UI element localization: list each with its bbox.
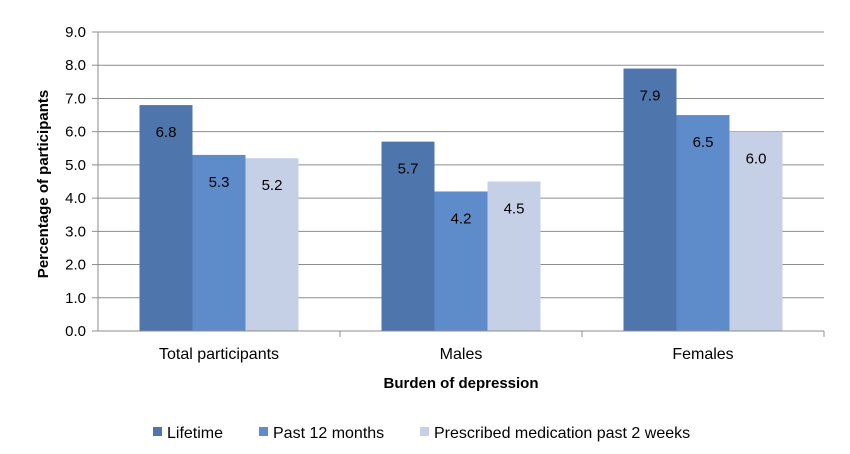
y-tick-label: 4.0 bbox=[65, 190, 86, 207]
bar-prescribed-medication-past-2-weeks-total-participants bbox=[245, 158, 299, 331]
y-tick-label: 1.0 bbox=[65, 290, 86, 307]
data-label: 5.2 bbox=[262, 177, 283, 194]
bar-lifetime-total-participants bbox=[139, 105, 193, 331]
y-tick-label: 7.0 bbox=[65, 90, 86, 107]
y-tick-label: 2.0 bbox=[65, 257, 86, 274]
y-tick-label: 6.0 bbox=[65, 124, 86, 141]
bar-prescribed-medication-past-2-weeks-females bbox=[729, 131, 783, 331]
legend-swatch bbox=[259, 427, 268, 436]
legend-label: Prescribed medication past 2 weeks bbox=[434, 425, 690, 442]
x-axis-title: Burden of depression bbox=[383, 375, 538, 392]
y-tick-label: 0.0 bbox=[65, 323, 86, 340]
axes bbox=[97, 32, 825, 337]
data-label: 4.2 bbox=[451, 210, 472, 227]
x-category-label: Males bbox=[440, 346, 483, 363]
data-label: 5.3 bbox=[209, 174, 230, 191]
data-label: 6.5 bbox=[693, 134, 714, 151]
y-tick-label: 5.0 bbox=[65, 157, 86, 174]
legend-label: Past 12 months bbox=[273, 425, 384, 442]
bar-past-12-months-total-participants bbox=[192, 154, 246, 331]
legend: Lifetime Past 12 months Prescribed medicat… bbox=[153, 425, 690, 442]
y-axis-title: Percentage of participants bbox=[35, 90, 52, 278]
x-category-label: Females bbox=[672, 346, 733, 363]
bar-past-12-months-males bbox=[434, 191, 488, 331]
bars bbox=[139, 68, 783, 332]
data-label: 5.7 bbox=[398, 161, 419, 178]
data-label: 4.5 bbox=[504, 201, 525, 218]
bar-lifetime-males bbox=[381, 141, 435, 331]
bar-past-12-months-females bbox=[676, 115, 730, 331]
data-label: 6.0 bbox=[746, 151, 767, 168]
legend-swatch bbox=[153, 427, 162, 436]
y-tick-label: 8.0 bbox=[65, 57, 86, 74]
legend-label: Lifetime bbox=[167, 425, 223, 442]
y-tick-label: 9.0 bbox=[65, 24, 86, 41]
data-label: 6.8 bbox=[156, 124, 177, 141]
x-category-label: Total participants bbox=[159, 346, 279, 363]
data-labels: 6.8 5.3 5.2 5.7 4.2 4.5 7.9 6.5 6.0 bbox=[156, 88, 767, 228]
bar-prescribed-medication-past-2-weeks-males bbox=[487, 181, 541, 331]
bar-lifetime-females bbox=[623, 68, 677, 332]
x-axis-categories: Total participants Males Females bbox=[159, 346, 734, 363]
data-label: 7.9 bbox=[640, 88, 661, 105]
legend-swatch bbox=[420, 427, 429, 436]
y-axis-ticks: 0.0 1.0 2.0 3.0 4.0 5.0 6.0 7.0 8.0 9.0 bbox=[65, 24, 98, 340]
y-tick-label: 3.0 bbox=[65, 223, 86, 240]
